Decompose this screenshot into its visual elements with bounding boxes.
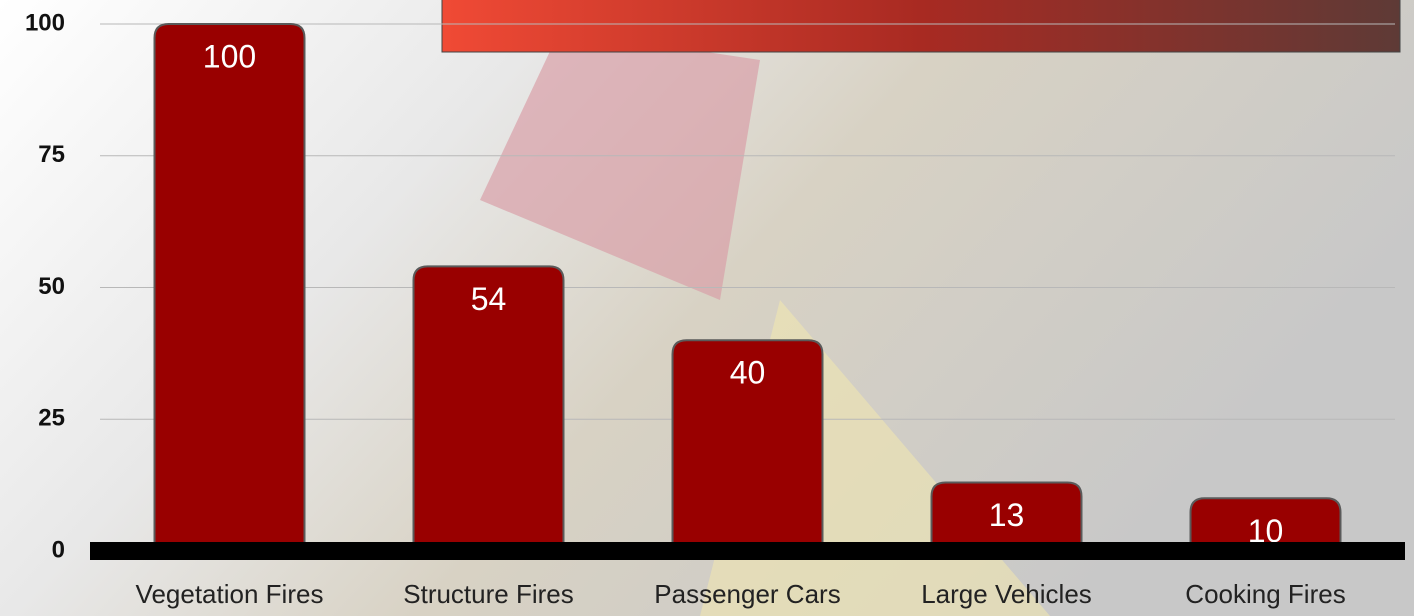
value-label: 54 [471, 281, 507, 317]
plot-area: 0 25 50 75 100 100 Vegetation Fires 54 Structure… [25, 9, 1405, 609]
background-decor [480, 30, 760, 300]
x-tick-label: Cooking Fires [1185, 579, 1345, 609]
banner [441, 0, 1401, 53]
bar [930, 481, 1083, 552]
y-tick-label: 75 [38, 141, 65, 168]
bar [412, 265, 565, 552]
y-tick-label: 50 [38, 273, 65, 300]
y-tick-label: 0 [52, 536, 65, 563]
bar [1189, 497, 1342, 552]
x-tick-label: Structure Fires [403, 579, 574, 609]
y-tick-label: 25 [38, 405, 65, 432]
value-label: 13 [989, 497, 1025, 533]
x-tick-label: Vegetation Fires [136, 579, 324, 609]
x-tick-label: Large Vehicles [921, 579, 1092, 609]
y-tick-label: 100 [25, 9, 65, 36]
value-label: 100 [203, 38, 256, 74]
x-axis-baseline [90, 542, 1405, 560]
bar [153, 23, 306, 552]
x-tick-label: Passenger Cars [654, 579, 840, 609]
bar [671, 339, 824, 552]
value-label: 40 [730, 355, 766, 391]
